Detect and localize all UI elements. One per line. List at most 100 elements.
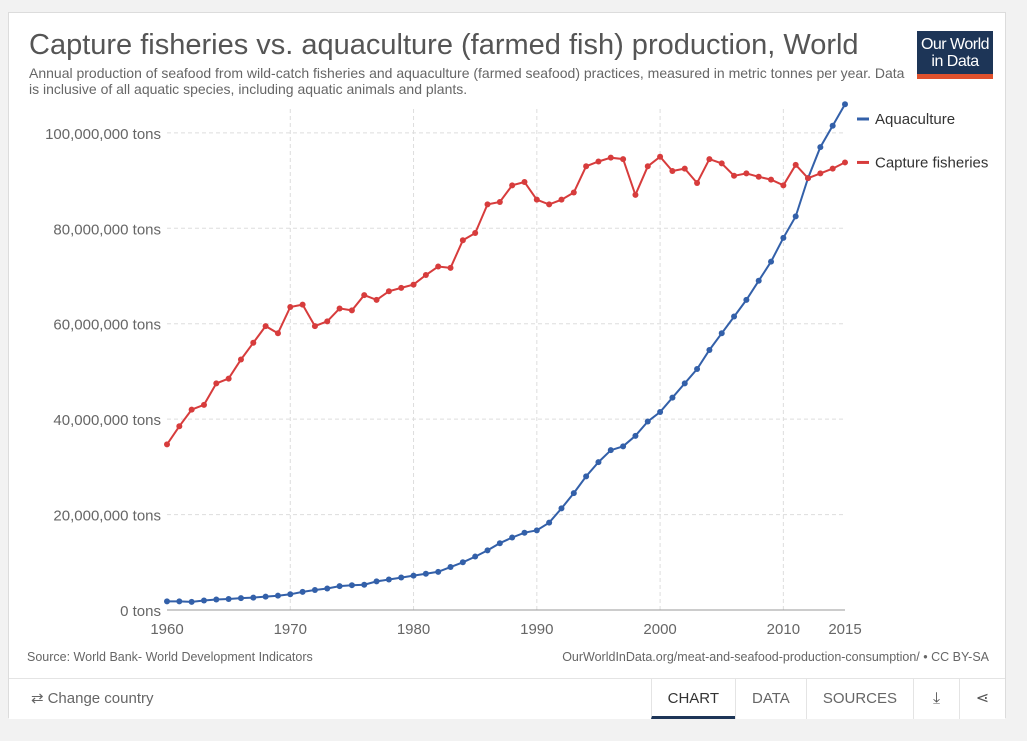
data-point [780,234,787,241]
data-point [743,170,750,177]
data-point [484,201,491,208]
data-point [620,156,627,163]
share-button[interactable]: ⋖ [959,679,1005,719]
data-point [583,163,590,170]
data-point [694,179,701,186]
data-point [521,529,528,536]
logo-line-2: in Data [931,53,979,70]
data-point [755,277,762,284]
data-point [348,307,355,314]
data-point [262,323,269,330]
data-point [681,380,688,387]
y-tick-label: 40,000,000 tons [53,412,161,429]
tab-chart[interactable]: CHART [650,679,736,719]
data-point [570,189,577,196]
data-point [287,304,294,311]
data-point [780,182,787,189]
data-point [311,323,318,330]
x-tick-label: 1960 [150,621,183,638]
legend-label: Capture fisheries [875,154,988,171]
data-point [213,596,220,603]
view-tabs: CHART DATA SOURCES ⤓ ⋖ [650,679,1005,719]
data-point [225,375,232,382]
data-point [176,423,183,430]
data-point [607,447,614,454]
download-button[interactable]: ⤓ [913,679,959,719]
data-point [274,330,281,337]
data-point [299,588,306,595]
data-point [164,441,170,448]
data-point [842,101,848,108]
data-point [299,301,306,308]
data-point [164,598,170,605]
chart-title: Capture fisheries vs. aquaculture (farme… [29,29,859,61]
data-point [311,586,318,593]
data-point [583,473,590,480]
tab-data[interactable]: DATA [735,679,806,719]
data-point [644,163,651,170]
data-point [398,284,405,291]
data-point [706,156,713,163]
tab-sources[interactable]: SOURCES [805,679,913,719]
data-point [558,196,565,203]
data-point [595,158,602,165]
download-icon: ⤓ [932,690,941,707]
data-point [213,380,220,387]
data-point [496,199,503,206]
y-tick-label: 100,000,000 tons [45,126,161,143]
data-point [669,394,676,401]
data-point [447,564,454,571]
data-point [336,305,343,312]
controls-bar: ⇄ Change country CHART DATA SOURCES ⤓ ⋖ [9,678,1005,719]
data-point [472,230,479,237]
data-point [324,585,331,592]
data-point [237,356,244,363]
data-point [533,196,540,203]
data-point [842,159,848,166]
data-point [558,505,565,512]
data-point [435,263,442,270]
series-line [166,155,846,445]
data-point [410,281,417,288]
data-point [755,173,762,180]
series-line [167,103,846,603]
source-url[interactable]: OurWorldInData.org/meat-and-seafood-prod… [562,650,989,664]
data-point [188,598,195,605]
legend-item: Aquaculture [857,111,955,128]
y-tick-label: 80,000,000 tons [53,221,161,238]
data-point [657,408,664,415]
data-point [570,490,577,497]
data-point [533,527,540,534]
data-point [496,540,503,547]
chart-subtitle: Annual production of seafood from wild-c… [29,65,905,97]
data-point [805,175,812,182]
data-point [435,568,442,575]
data-point [237,595,244,602]
data-point [657,153,664,160]
data-point [287,591,294,598]
data-point [188,406,195,413]
data-point [250,594,257,601]
data-point [731,172,738,179]
data-point [385,288,392,295]
data-point [718,330,725,337]
owid-logo[interactable]: Our World in Data [917,31,993,79]
series-capture-fisheries [164,153,848,448]
data-point [361,581,368,588]
series-aquaculture [164,101,848,605]
data-point [829,122,836,129]
x-tick-label: 1980 [397,621,430,638]
source-note[interactable]: Source: World Bank- World Development In… [27,650,313,664]
y-tick-label: 0 tons [120,603,161,620]
data-point [509,534,516,541]
change-country-button[interactable]: ⇄ Change country [31,689,153,707]
data-point [422,570,429,577]
line-chart: 0 tons 20,000,000 tons 40,000,000 tons 60,0… [45,101,988,638]
data-point [743,296,750,303]
data-point [792,213,799,220]
data-point [398,574,405,581]
data-point [274,592,281,599]
data-point [731,313,738,320]
swap-arrows-icon: ⇄ [31,690,44,707]
data-point [792,161,799,168]
